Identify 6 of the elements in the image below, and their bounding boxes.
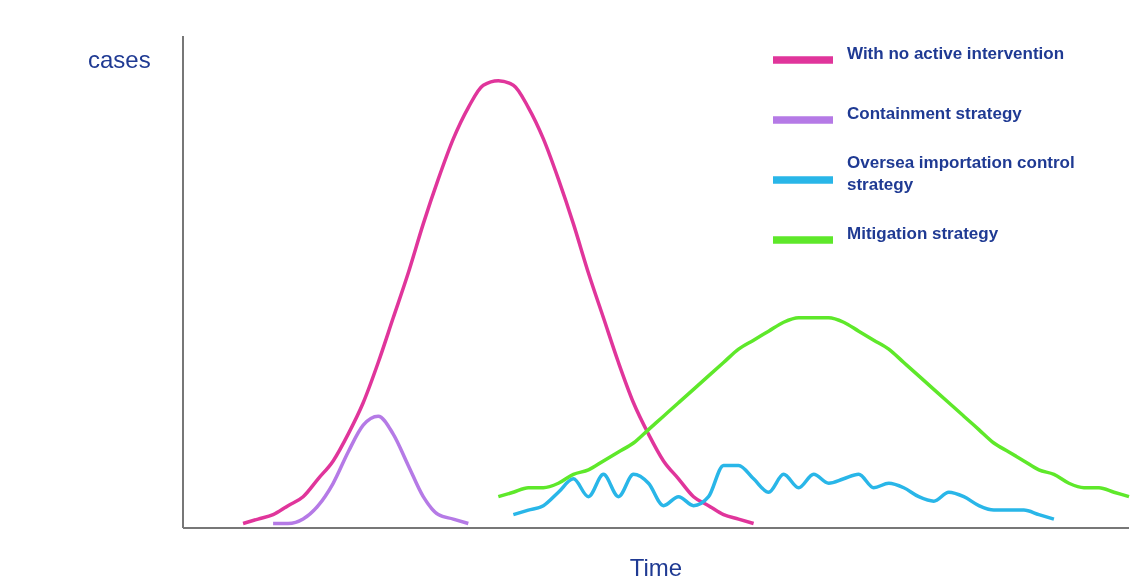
y-axis-title: cases [88,46,151,74]
legend-label: Mitigation strategy [847,223,1000,245]
legend-label: Oversea importation control strategy [847,152,1076,196]
x-axis-title: Time [629,554,683,581]
legend-label: With no active intervention [847,43,1066,65]
legend-label: Containment strategy [847,103,1023,125]
